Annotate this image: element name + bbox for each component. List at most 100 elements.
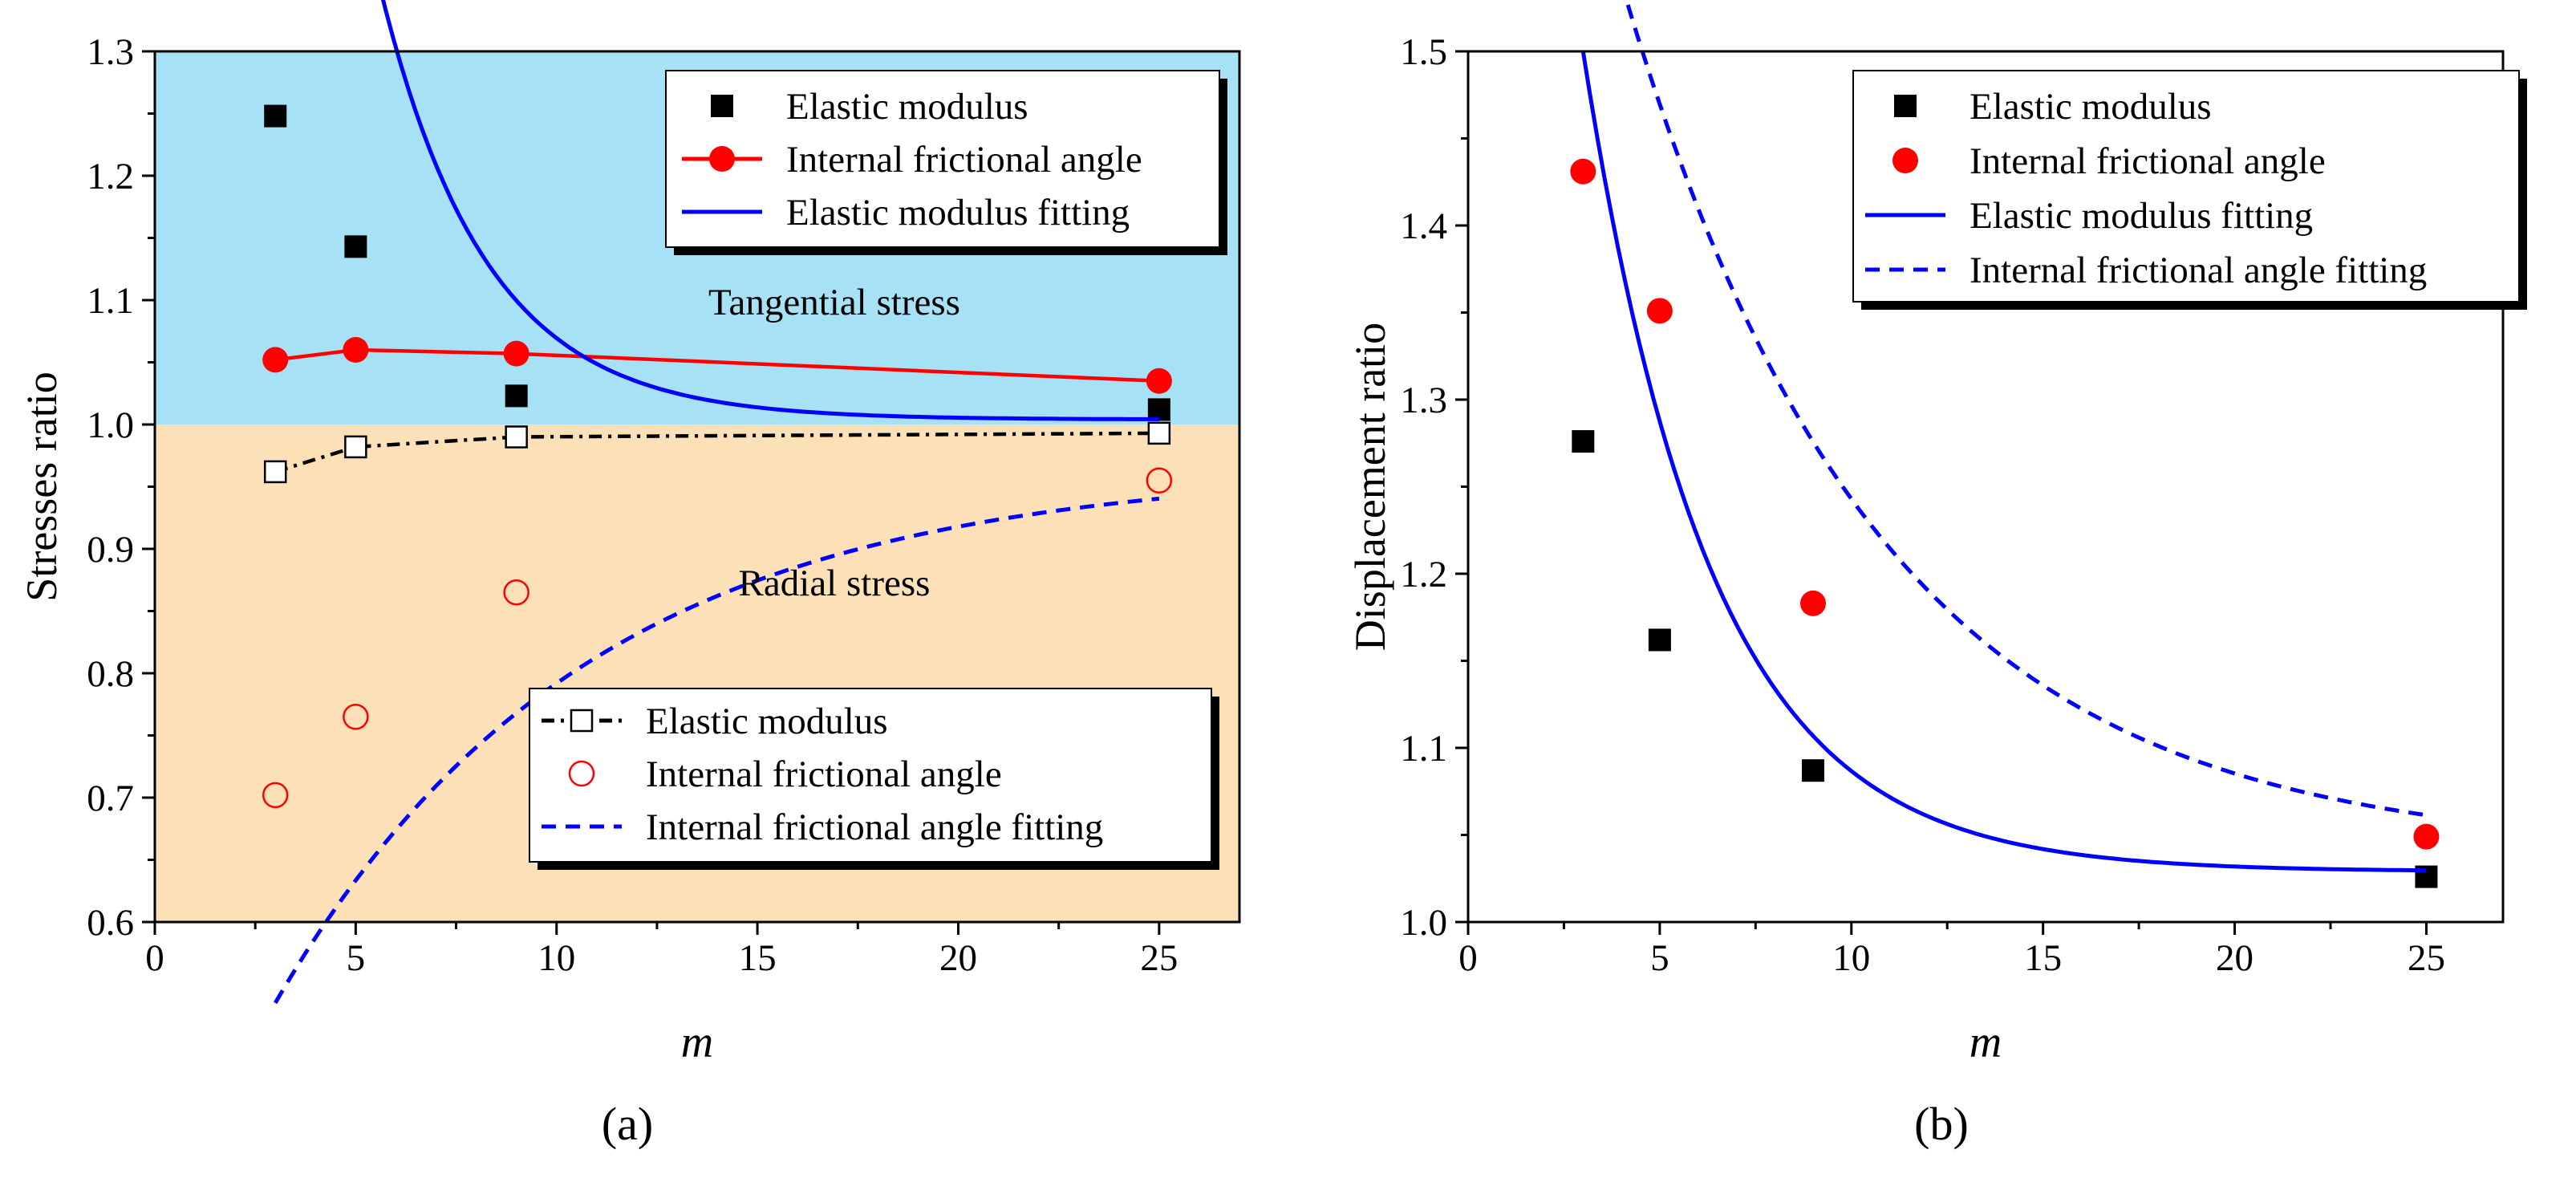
x-tick-label: 15 (2024, 937, 2062, 979)
x-tick-label: 0 (145, 937, 164, 979)
legend-symbol (1894, 95, 1917, 117)
data-point (505, 425, 528, 449)
legend-label: Internal frictional angle (786, 139, 1142, 181)
data-point (264, 104, 287, 128)
panel-label: (a) (602, 1098, 653, 1150)
legend-a-top: Elastic modulus Internal frictional angle… (665, 70, 1227, 255)
y-tick-label: 1.2 (87, 156, 134, 197)
y-tick-label: 1.3 (87, 31, 134, 73)
series-elastic-modulus (1572, 430, 2438, 888)
legend-label: Internal frictional angle fitting (646, 806, 1103, 848)
y-tick-label: 0.8 (87, 653, 134, 695)
y-axis-label: Displacement ratio (1346, 323, 1394, 651)
x-tick-label: 5 (1650, 937, 1669, 979)
y-tick-label: 1.0 (1400, 902, 1447, 944)
y-tick-label: 1.1 (1400, 728, 1447, 770)
data-point (344, 235, 367, 258)
x-tick-label: 25 (1140, 937, 1178, 979)
legend-marker (1894, 95, 1917, 117)
series-elastic-modulus (264, 104, 1170, 421)
y-tick-label: 1.3 (1400, 380, 1447, 421)
data-point (343, 704, 369, 730)
data-point (503, 579, 529, 606)
y-axis-label: Stresses ratio (18, 372, 66, 601)
y-tick-label: 0.7 (87, 778, 134, 819)
data-point (2413, 823, 2440, 850)
series-line (274, 347, 1159, 384)
series-elastic-modulus-fitting (381, 0, 1159, 421)
legend-label: Internal frictional angle (1970, 140, 2326, 182)
chart-panel-b: 0 5 10 15 20 25 1.0 1.1 1.2 1.3 1.4 1.5 m Displacemen… (1346, 0, 2505, 1150)
legend-label: Internal frictional angle fitting (1970, 250, 2427, 291)
legend-marker (570, 709, 594, 733)
y-tick-label: 1.4 (1400, 205, 1447, 247)
series-internal-frictional-angle (1570, 158, 2440, 850)
x-tick-label: 20 (939, 937, 977, 979)
legend-symbol (568, 760, 595, 787)
data-point (1572, 430, 1595, 453)
x-tick-label: 20 (2216, 937, 2253, 979)
series-internal-frictional-angle (262, 467, 1173, 809)
y-tick-label: 0.6 (87, 902, 134, 944)
data-point (505, 384, 528, 408)
fit-curve (1580, 51, 2427, 873)
data-point (343, 337, 369, 363)
legend-label: Elastic modulus (1970, 86, 2212, 128)
data-point (1648, 628, 1671, 652)
data-point (1570, 158, 1596, 185)
series-line (274, 431, 1159, 474)
x-tick-label: 10 (1832, 937, 1870, 979)
legend-marker (568, 760, 595, 787)
legend-symbol (542, 709, 622, 733)
y-tick-label: 1.0 (87, 404, 134, 446)
panel-label: (b) (1914, 1098, 1969, 1150)
legend-marker (711, 95, 733, 117)
x-tick-label: 5 (347, 937, 366, 979)
x-axis-label: m (1970, 1017, 2002, 1067)
data-point (1646, 298, 1673, 324)
data-point (262, 782, 289, 809)
y-tick-label: 1.1 (87, 280, 134, 322)
legend-symbol (682, 146, 762, 172)
data-point (344, 435, 367, 459)
data-point (1800, 590, 1826, 616)
fit-curve (274, 496, 1160, 1005)
region-label: Tangential stress (708, 282, 960, 323)
legend-a-bottom: Elastic modulus Internal frictional angle… (529, 688, 1219, 870)
legend-marker (1892, 148, 1918, 173)
data-point (1147, 421, 1171, 445)
data-point (263, 460, 287, 484)
legend-box (1852, 70, 2520, 303)
legend-box (529, 688, 1212, 863)
data-point (262, 347, 289, 373)
x-tick-label: 0 (1458, 937, 1478, 979)
legend-label: Internal frictional angle (646, 753, 1002, 795)
fit-curve (381, 0, 1159, 421)
x-tick-label: 10 (538, 937, 575, 979)
series-internal-frictional-angle-fitting (274, 496, 1160, 1005)
legend-symbol (711, 95, 733, 117)
y-tick-label: 0.9 (87, 529, 134, 571)
series-elastic-modulus (263, 421, 1171, 484)
legend-label: Elastic modulus (786, 86, 1028, 128)
x-axis-label: m (681, 1017, 713, 1067)
legend-label: Elastic modulus (646, 701, 888, 742)
x-tick-label: 15 (739, 937, 777, 979)
legend-symbol (1892, 148, 1918, 173)
data-point (503, 340, 529, 367)
y-tick-label: 1.5 (1400, 31, 1447, 73)
region-label: Radial stress (739, 563, 931, 604)
data-point (1146, 467, 1173, 494)
x-tick-label: 25 (2408, 937, 2445, 979)
legend-b: Elastic modulus Internal frictional angle… (1852, 70, 2527, 310)
data-point (1802, 759, 1824, 782)
data-point (1146, 368, 1172, 394)
legend-marker (709, 146, 735, 172)
series-internal-frictional-angle (262, 337, 1172, 394)
legend-label: Elastic modulus fitting (1970, 195, 2313, 237)
series-elastic-modulus-fitting (1580, 51, 2427, 873)
legend-label: Elastic modulus fitting (786, 192, 1130, 234)
y-tick-label: 1.2 (1400, 554, 1447, 595)
data-point (1147, 398, 1170, 421)
